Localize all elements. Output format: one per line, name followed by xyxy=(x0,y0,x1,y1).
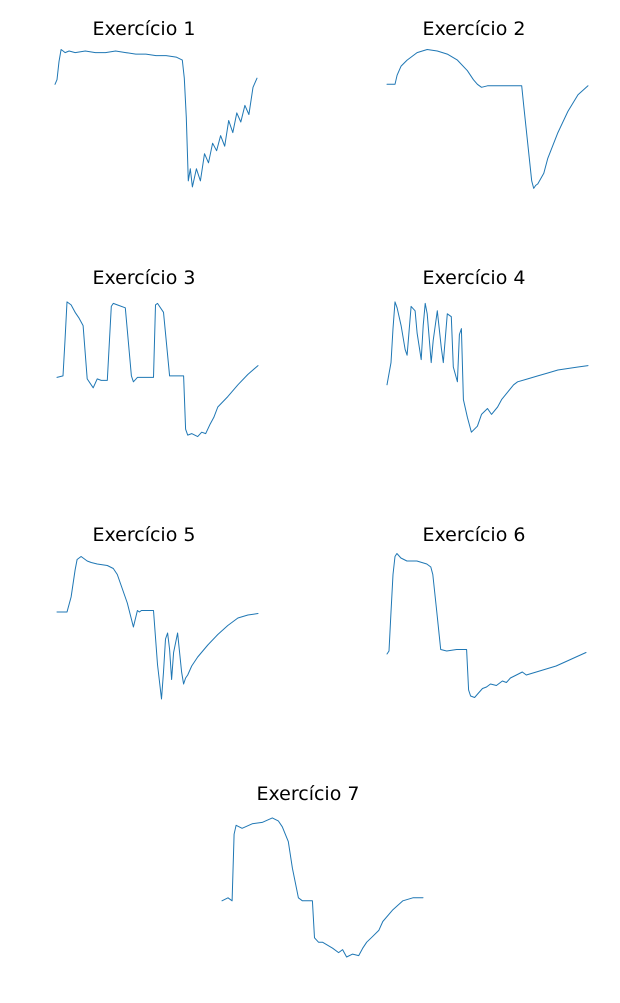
panel-title-2: Exercício 2 xyxy=(423,18,526,40)
panel-title-5: Exercício 5 xyxy=(93,524,196,546)
series-line-3 xyxy=(56,301,259,438)
panel-exercicio-1: Exercício 1 xyxy=(54,18,258,188)
panel-exercicio-2: Exercício 2 xyxy=(386,18,589,189)
series-line-4 xyxy=(386,301,589,433)
panel-title-7: Exercício 7 xyxy=(257,783,360,805)
series-line-6 xyxy=(386,553,587,698)
panel-title-4: Exercício 4 xyxy=(423,267,526,289)
panel-exercicio-3: Exercício 3 xyxy=(56,267,259,438)
panel-exercicio-7: Exercício 7 xyxy=(221,783,424,958)
series-line-2 xyxy=(386,49,589,189)
series-line-7 xyxy=(221,817,424,958)
panel-exercicio-4: Exercício 4 xyxy=(386,267,589,433)
series-line-1 xyxy=(54,49,258,188)
panel-exercicio-5: Exercício 5 xyxy=(56,524,259,700)
panel-title-1: Exercício 1 xyxy=(93,18,196,40)
panel-title-3: Exercício 3 xyxy=(93,267,196,289)
panel-exercicio-6: Exercício 6 xyxy=(386,524,587,698)
panel-title-6: Exercício 6 xyxy=(423,524,526,546)
series-line-5 xyxy=(56,556,259,700)
